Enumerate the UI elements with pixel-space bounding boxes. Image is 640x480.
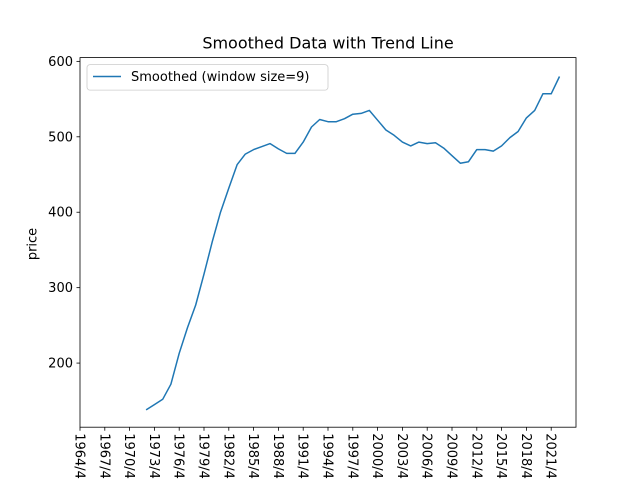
- axes-frame: [79, 57, 577, 428]
- x-tick-label: 1973/4: [146, 433, 161, 479]
- y-tick-label: 200: [48, 357, 73, 372]
- x-tick-label: 2015/4: [493, 433, 508, 479]
- x-tick-label: 2009/4: [444, 433, 459, 479]
- plot-area: [145, 76, 561, 411]
- x-tick-label: 1976/4: [171, 433, 186, 479]
- x-tick-label: 1964/4: [72, 433, 87, 479]
- legend-series-label: Smoothed (window size=9): [131, 70, 310, 85]
- x-tick-label: 1970/4: [121, 433, 136, 479]
- x-tick-label: 2018/4: [518, 433, 533, 479]
- x-tick-label: 2000/4: [369, 433, 384, 479]
- x-tick-label: 1997/4: [344, 433, 359, 479]
- x-tick-label: 2006/4: [419, 433, 434, 479]
- x-tick-label: 1967/4: [96, 433, 111, 479]
- x-tick-label: 1979/4: [196, 433, 211, 479]
- x-tick-label: 1991/4: [295, 433, 310, 479]
- y-tick-label: 400: [48, 206, 73, 221]
- legend: Smoothed (window size=9): [86, 64, 329, 91]
- chart-title: Smoothed Data with Trend Line: [202, 34, 453, 53]
- x-tick-label: 1988/4: [270, 433, 285, 479]
- y-axis: 200 300 400 500 600: [48, 55, 80, 372]
- x-tick-label: 2003/4: [394, 433, 409, 479]
- x-tick-label: 1994/4: [320, 433, 335, 479]
- x-tick-label: 1982/4: [220, 433, 235, 479]
- y-axis-label: price: [26, 228, 41, 260]
- y-tick-label: 500: [48, 130, 73, 145]
- x-tick-label: 1985/4: [245, 433, 260, 479]
- x-tick-label: 2012/4: [468, 433, 483, 479]
- x-axis: 1964/4 1967/4 1970/4 1973/4 1976/4 1979/4 1982…: [72, 427, 558, 479]
- y-tick-label: 600: [48, 55, 73, 70]
- y-tick-label: 300: [48, 281, 73, 296]
- legend-box: [86, 64, 329, 91]
- series-line-0: [145, 76, 561, 411]
- x-tick-label: 2021/4: [543, 433, 558, 479]
